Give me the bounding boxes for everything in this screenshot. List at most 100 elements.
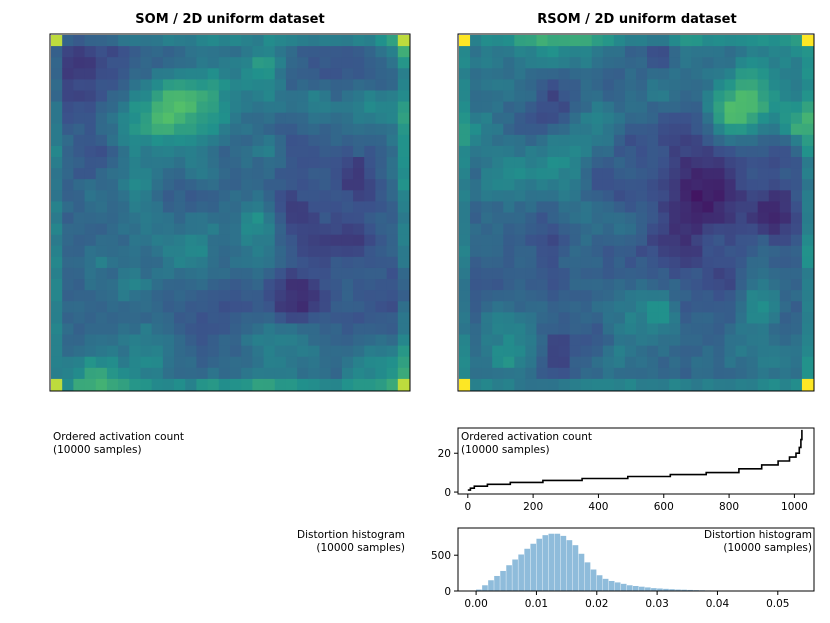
heatmap-cell <box>757 123 770 136</box>
heatmap-cell <box>151 123 164 136</box>
heatmap-cell <box>602 68 615 80</box>
heatmap-cell <box>613 46 626 58</box>
heatmap-cell <box>207 356 220 369</box>
heatmap-cell <box>397 179 410 191</box>
heatmap-cell <box>386 323 399 336</box>
heatmap-cell <box>364 145 377 158</box>
heatmap-cell <box>757 68 770 80</box>
heatmap-cell <box>330 334 343 347</box>
heatmap-cell <box>364 57 377 69</box>
heatmap-cell <box>353 223 365 236</box>
heatmap-cell <box>308 256 321 269</box>
heatmap-cell <box>252 190 265 202</box>
heatmap-cell <box>386 279 399 291</box>
heatmap-cell <box>140 345 153 358</box>
heatmap-cell <box>746 179 759 191</box>
heatmap-cell <box>801 90 814 103</box>
heatmap-cell <box>297 334 309 347</box>
heatmap-cell <box>470 201 482 214</box>
heatmap-cell <box>790 145 803 158</box>
heatmap-cell <box>470 68 482 80</box>
heatmap-cell <box>470 112 482 125</box>
heatmap-cell <box>62 234 74 247</box>
heatmap-cell <box>106 101 119 114</box>
heatmap-cell <box>481 168 493 180</box>
heatmap-cell <box>207 345 220 358</box>
heatmap-cell <box>680 79 692 92</box>
heatmap-cell <box>285 90 298 103</box>
heatmap-cell <box>297 134 309 147</box>
heatmap-cell <box>62 79 74 92</box>
heatmap-cell <box>624 134 637 147</box>
heatmap-cell <box>680 234 692 247</box>
heatmap-cell <box>580 279 593 291</box>
heatmap-cell <box>241 101 253 114</box>
heatmap-cell <box>341 134 354 147</box>
heatmap-cell <box>768 123 781 136</box>
heatmap-cell <box>547 367 560 380</box>
heatmap-cell <box>263 201 276 214</box>
heatmap-cell <box>241 179 253 191</box>
heatmap-cell <box>724 323 737 336</box>
heatmap-cell <box>207 201 220 214</box>
histogram-bar <box>488 580 494 591</box>
heatmap-cell <box>547 79 560 92</box>
heatmap-cell <box>196 90 209 103</box>
heatmap-cell <box>735 134 748 147</box>
heatmap-cell <box>536 279 549 291</box>
heatmap-cell <box>319 356 332 369</box>
heatmap-cell <box>481 356 493 369</box>
heatmap-cell <box>95 212 108 225</box>
heatmap-cell <box>162 212 175 225</box>
heatmap-cell <box>241 256 253 269</box>
histogram-bar <box>572 545 579 591</box>
heatmap-cell <box>196 157 209 169</box>
heatmap-cell <box>341 267 354 280</box>
heatmap-cell <box>735 79 748 92</box>
heatmap-cell <box>140 123 153 136</box>
heatmap-cell <box>196 367 209 380</box>
heatmap-cell <box>757 279 770 291</box>
heatmap-cell <box>580 356 593 369</box>
heatmap-cell <box>353 312 365 325</box>
heatmap-cell <box>73 112 86 125</box>
heatmap-cell <box>230 367 242 380</box>
heatmap-cell <box>252 123 265 136</box>
heatmap-cell <box>263 134 276 147</box>
heatmap-cell <box>230 179 242 191</box>
heatmap-cell <box>569 157 582 169</box>
histogram-bar <box>560 535 567 592</box>
heatmap-cell <box>397 145 410 158</box>
heatmap-cell <box>713 234 726 247</box>
heatmap-cell <box>713 256 726 269</box>
heatmap-cell <box>84 68 97 80</box>
heatmap-cell <box>636 234 648 247</box>
heatmap-cell <box>768 179 781 191</box>
heatmap-cell <box>73 312 86 325</box>
heatmap-cell <box>308 312 321 325</box>
heatmap-cell <box>525 334 538 347</box>
heatmap-cell <box>492 57 504 69</box>
heatmap-cell <box>602 201 615 214</box>
heatmap-cell <box>106 334 119 347</box>
heatmap-cell <box>162 35 175 47</box>
heatmap-cell <box>636 245 648 258</box>
heatmap-cell <box>263 234 276 247</box>
heatmap-cell <box>263 112 276 125</box>
heatmap-cell <box>691 223 703 236</box>
heatmap-cell <box>62 356 74 369</box>
heatmap-cell <box>84 345 97 358</box>
heatmap-cell <box>375 90 388 103</box>
heatmap-cell <box>558 112 571 125</box>
heatmap-cell <box>364 190 377 202</box>
heatmap-cell <box>129 279 142 291</box>
heatmap-cell <box>459 279 471 291</box>
heatmap-cell <box>230 378 242 391</box>
heatmap-cell <box>492 256 504 269</box>
heatmap-cell <box>330 46 343 58</box>
heatmap-cell <box>525 112 538 125</box>
heatmap-cell <box>481 112 493 125</box>
heatmap-cell <box>375 46 388 58</box>
heatmap-cell <box>174 168 186 180</box>
heatmap-cell <box>252 378 265 391</box>
